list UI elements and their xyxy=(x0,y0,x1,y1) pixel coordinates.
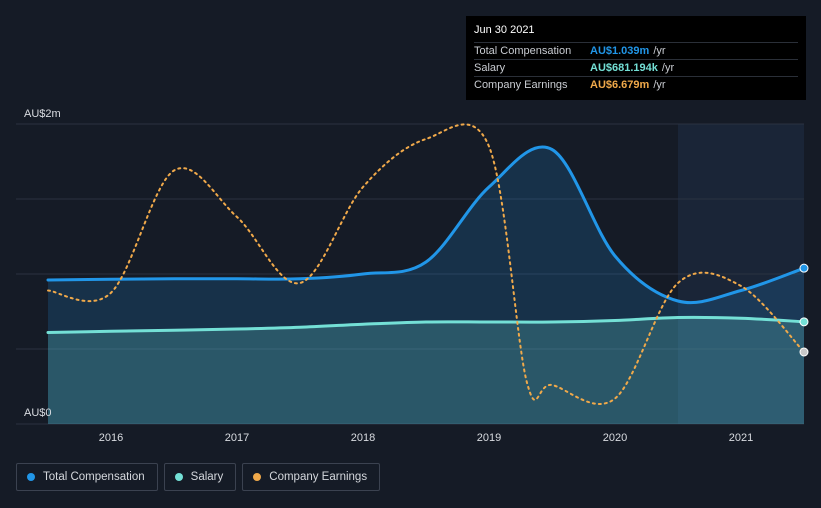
legend-label: Company Earnings xyxy=(269,471,368,483)
legend: Total Compensation Salary Company Earnin… xyxy=(16,463,381,491)
tooltip-label: Total Compensation xyxy=(474,45,572,57)
series-endpoints xyxy=(799,263,809,357)
gridlines xyxy=(16,123,804,425)
legend-company-earnings[interactable]: Company Earnings xyxy=(242,463,381,491)
tooltip-value: AU$6.679m xyxy=(590,79,650,91)
legend-dot-icon xyxy=(253,473,262,481)
tooltip-unit: /yr xyxy=(661,62,675,74)
endpoint-salary xyxy=(799,317,809,327)
tooltip-label: Salary xyxy=(474,62,506,74)
endpoint-total-compensation xyxy=(799,263,809,273)
legend-dot-icon xyxy=(174,473,183,481)
legend-salary[interactable]: Salary xyxy=(163,463,237,491)
tooltip-row-total-compensation: Total Compensation AU$1.039m /yr xyxy=(474,42,798,59)
x-tick-2016: 2016 xyxy=(99,432,123,444)
tooltip-value: AU$1.039m xyxy=(590,45,650,57)
legend-label: Total Compensation xyxy=(43,471,145,483)
legend-dot-icon xyxy=(27,473,35,481)
line-total-compensation xyxy=(46,145,806,305)
line-company-earnings xyxy=(47,123,805,405)
tooltip-value: AU$681.194k xyxy=(590,62,658,74)
tooltip-unit: /yr xyxy=(653,45,666,57)
x-tick-2018: 2018 xyxy=(351,432,375,444)
x-tick-2021: 2021 xyxy=(729,432,753,444)
area-salary xyxy=(48,317,804,424)
y-tick-max: AU$2m xyxy=(24,108,61,120)
tooltip-label: Company Earnings xyxy=(474,79,568,91)
line-salary xyxy=(46,315,806,334)
tooltip-row-company-earnings: Company Earnings AU$6.679m /yr xyxy=(474,76,798,93)
x-axis-ticks: 2016 2017 2018 2019 2020 2021 xyxy=(99,432,753,444)
tooltip-row-salary: Salary AU$681.194k /yr xyxy=(474,59,798,76)
x-tick-2019: 2019 xyxy=(477,432,501,444)
y-tick-zero: AU$0 xyxy=(24,407,52,419)
tooltip-unit: /yr xyxy=(653,79,666,91)
x-tick-2017: 2017 xyxy=(225,432,249,444)
legend-label: Salary xyxy=(190,471,224,483)
legend-total-compensation[interactable]: Total Compensation xyxy=(16,463,158,491)
x-tick-2020: 2020 xyxy=(603,432,627,444)
series-lines xyxy=(46,123,806,405)
endpoint-company-earnings xyxy=(799,347,809,357)
area-total-compensation xyxy=(48,146,804,424)
tooltip-date: Jun 30 2021 xyxy=(474,24,535,36)
tooltip: Jun 30 2021 Total Compensation AU$1.039m… xyxy=(466,16,806,100)
